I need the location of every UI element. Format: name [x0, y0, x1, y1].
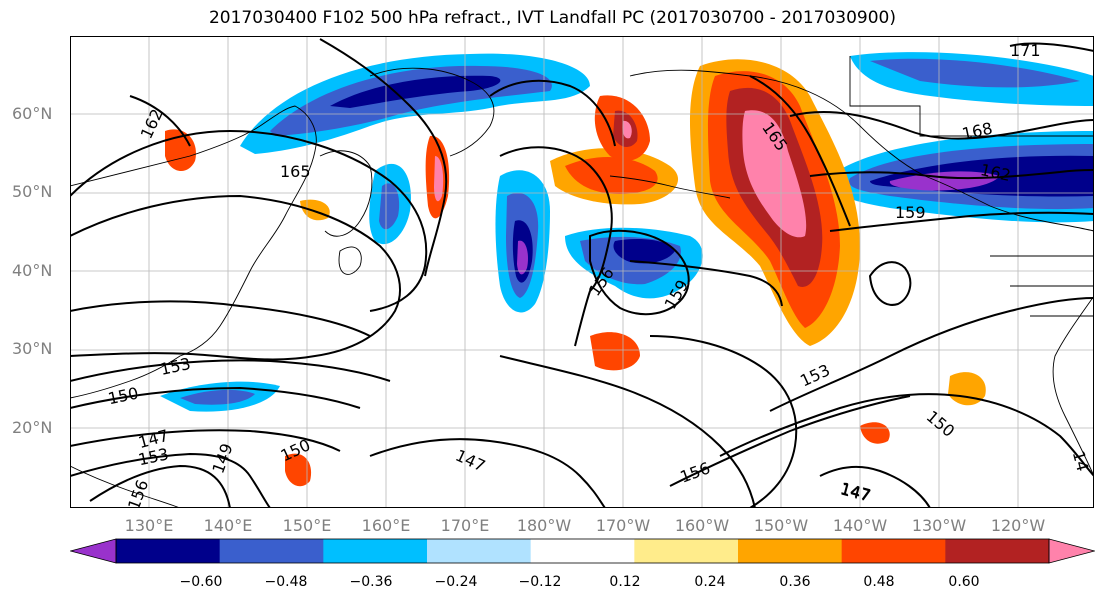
- lon-label-180w: 180°W: [516, 516, 572, 535]
- contour-153-east: [769, 297, 1094, 412]
- colorbar-tick-label: 0.36: [779, 574, 811, 590]
- contour-162: [809, 169, 1094, 180]
- contour-north: [319, 38, 448, 277]
- shade-plume-pink: [742, 110, 807, 238]
- contour-162-west: [129, 95, 191, 147]
- lon-label-170e: 170°E: [440, 516, 490, 535]
- colorbar-segment: [219, 539, 324, 563]
- lat-label-20n: 20°N: [12, 418, 53, 437]
- contour-147: [70, 429, 341, 452]
- colorbar-segment: [530, 539, 635, 563]
- contour-156: [70, 194, 401, 361]
- contour-165-east: [749, 75, 851, 227]
- colorbar-tick-label: −0.24: [434, 574, 478, 590]
- colorbar-segment: [841, 539, 946, 563]
- shade-japan-blue-inner: [379, 183, 400, 230]
- lon-label-130e: 130°E: [124, 516, 174, 535]
- contour-southeast: [649, 335, 798, 508]
- colorbar-tick-label: 0.48: [863, 574, 895, 590]
- shade-north-band-core: [330, 75, 501, 108]
- map-title: 2017030400 F102 500 hPa refract., IVT La…: [208, 8, 896, 28]
- shade-warm-southwest: [285, 453, 312, 487]
- contour-label: 165: [280, 162, 311, 181]
- graticule: [70, 36, 1094, 508]
- colorbar-tick-label: 0.12: [609, 574, 641, 590]
- colorbar-tick-label: −0.60: [179, 574, 223, 590]
- contour-east-ring: [868, 261, 912, 306]
- shade-warm-south: [590, 332, 640, 371]
- colorbar-frame: [115, 538, 1050, 564]
- contour-171: [1009, 42, 1094, 52]
- contour-147-south: [369, 438, 606, 508]
- colorbar-tick-label: 0.60: [948, 574, 980, 590]
- colorbar-segment: [70, 539, 116, 563]
- lon-label-160e: 160°E: [361, 516, 411, 535]
- contour-150-east: [719, 393, 1094, 477]
- colorbar-tick-label: −0.36: [349, 574, 393, 590]
- shade-west-blue-inner: [180, 389, 255, 405]
- lon-label-150w: 150°W: [753, 516, 809, 535]
- contour-156-south: [669, 395, 911, 487]
- colorbar-segment: [427, 539, 532, 563]
- contour-165: [70, 129, 428, 312]
- colorbar-segment: [1049, 539, 1095, 563]
- shade-east-purple: [889, 171, 1000, 191]
- lon-label-160w: 160°W: [674, 516, 730, 535]
- contour-159: [829, 211, 1094, 232]
- contour-147-lower: [70, 452, 271, 508]
- lat-label-60n: 60°N: [12, 104, 53, 123]
- contour-153: [70, 359, 391, 382]
- lon-label-130w: 130°W: [911, 516, 967, 535]
- shade-ne-blue-inner: [870, 58, 1080, 88]
- contour-150: [70, 386, 361, 409]
- contour-aleutian: [489, 79, 616, 147]
- lat-label-50n: 50°N: [12, 182, 53, 201]
- contour-label: 14: [1069, 449, 1093, 474]
- map-border: [70, 36, 1094, 508]
- shade-aleutian-pink: [622, 120, 632, 139]
- contour-168: [789, 111, 1094, 140]
- map-background: [70, 36, 1094, 508]
- colorbar-tick-label: −0.12: [518, 574, 562, 590]
- shade-warm-japan: [300, 199, 330, 221]
- lon-label-140w: 140°W: [832, 516, 888, 535]
- contour-147-mid: [499, 355, 756, 508]
- colorbar-segment: [738, 539, 843, 563]
- contour-153-upper: [70, 300, 371, 337]
- colorbar: [70, 538, 1095, 564]
- shade-warm-vertical-pink: [434, 156, 444, 202]
- lat-label-30n: 30°N: [12, 339, 53, 358]
- contour-159-mid: [629, 260, 783, 307]
- coastlines: [70, 56, 1094, 508]
- shade-central-red: [565, 156, 658, 194]
- lon-label-140e: 140°E: [203, 516, 253, 535]
- shade-central-purple: [517, 240, 528, 275]
- shade-mid-blue-dark: [613, 239, 675, 264]
- colorbar-segment: [323, 539, 428, 563]
- contour-147-east: [819, 465, 931, 508]
- contour-150-lower: [89, 464, 231, 508]
- colorbar-segment: [116, 539, 221, 563]
- shade-warm-east: [948, 372, 986, 406]
- map-panel: 162 165 171 168 165 162 159 156 159 153 …: [70, 36, 1094, 508]
- contour-lines: [70, 38, 1094, 508]
- colorbar-tick-label: 0.24: [694, 574, 726, 590]
- colorbar-tick-label: −0.48: [264, 574, 308, 590]
- lon-label-170w: 170°W: [595, 516, 651, 535]
- lat-label-40n: 40°N: [12, 261, 53, 280]
- lon-label-120w: 120°W: [990, 516, 1046, 535]
- contour-label: 171: [1010, 41, 1041, 60]
- colorbar-segment: [634, 539, 739, 563]
- contour-label: 159: [895, 203, 926, 222]
- colorbar-segment: [945, 539, 1050, 563]
- contour-low-ring: [589, 229, 690, 316]
- lon-label-150e: 150°E: [282, 516, 332, 535]
- contour-central: [499, 146, 613, 347]
